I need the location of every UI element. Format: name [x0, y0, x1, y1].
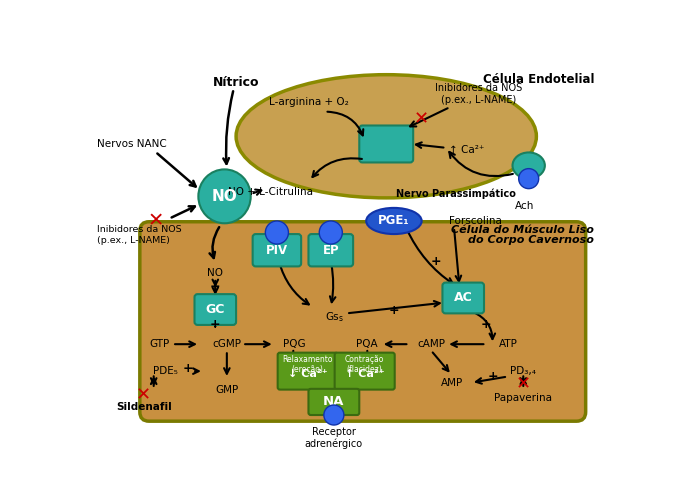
- Text: do Corpo Cavernoso: do Corpo Cavernoso: [468, 235, 594, 245]
- Text: Inibidores da NOS
(p.ex., L-NAME): Inibidores da NOS (p.ex., L-NAME): [435, 83, 522, 105]
- Text: cGMP: cGMP: [212, 339, 241, 349]
- Ellipse shape: [324, 405, 344, 425]
- Text: Papaverina: Papaverina: [494, 393, 552, 403]
- Text: Sildenafil: Sildenafil: [116, 402, 172, 412]
- Text: AC: AC: [454, 291, 472, 304]
- Text: +: +: [210, 319, 220, 331]
- Text: Inibidores da NOS
(p.ex., L-NAME): Inibidores da NOS (p.ex., L-NAME): [98, 225, 182, 245]
- Text: Nervo Parassimpático: Nervo Parassimpático: [396, 189, 516, 199]
- Text: Nervos NANC: Nervos NANC: [98, 139, 167, 149]
- Text: cAMP: cAMP: [417, 339, 445, 349]
- Text: NO + L-Citrulina: NO + L-Citrulina: [228, 187, 313, 197]
- Text: +: +: [481, 319, 491, 331]
- Text: Ach: Ach: [515, 201, 534, 210]
- FancyBboxPatch shape: [359, 125, 413, 163]
- FancyBboxPatch shape: [253, 234, 301, 266]
- Ellipse shape: [266, 221, 288, 244]
- Text: EP: EP: [322, 244, 339, 257]
- Text: ↑ Ca²⁺: ↑ Ca²⁺: [345, 369, 384, 379]
- Ellipse shape: [512, 153, 545, 179]
- Text: PQA: PQA: [356, 339, 378, 349]
- Text: Gs: Gs: [326, 312, 339, 322]
- Text: ✕: ✕: [136, 387, 151, 405]
- Text: NO: NO: [208, 268, 223, 278]
- Text: +: +: [183, 362, 193, 375]
- Text: +: +: [487, 370, 498, 383]
- FancyBboxPatch shape: [195, 294, 236, 325]
- Ellipse shape: [236, 75, 537, 198]
- Text: Nítrico: Nítrico: [213, 76, 259, 89]
- FancyBboxPatch shape: [278, 353, 338, 390]
- Text: ✕: ✕: [413, 110, 429, 128]
- Text: s: s: [338, 314, 342, 323]
- Text: AMP: AMP: [441, 378, 463, 388]
- FancyBboxPatch shape: [309, 234, 353, 266]
- Text: Relaxamento
(ereção): Relaxamento (ereção): [282, 355, 333, 374]
- Text: ✕: ✕: [147, 211, 163, 231]
- Text: PIV: PIV: [266, 244, 288, 257]
- Text: Célula Endotelial: Célula Endotelial: [483, 73, 594, 86]
- FancyBboxPatch shape: [442, 283, 484, 313]
- Text: GTP: GTP: [149, 339, 169, 349]
- Text: Forscolina: Forscolina: [450, 216, 502, 226]
- Text: GMP: GMP: [215, 385, 239, 395]
- Text: ↓ Ca²⁺: ↓ Ca²⁺: [288, 369, 328, 379]
- Ellipse shape: [366, 208, 422, 234]
- Text: ↑ Ca²⁺: ↑ Ca²⁺: [450, 145, 485, 155]
- Text: +: +: [389, 304, 399, 317]
- Text: Receptor
adrenérgico: Receptor adrenérgico: [305, 427, 363, 449]
- Text: L-arginina + O₂: L-arginina + O₂: [270, 97, 349, 107]
- FancyBboxPatch shape: [309, 389, 359, 415]
- Text: Contração
(flacidez): Contração (flacidez): [345, 355, 384, 374]
- Text: ATP: ATP: [499, 339, 518, 349]
- Text: NA: NA: [324, 395, 344, 409]
- Text: PD₃,₄: PD₃,₄: [510, 366, 537, 376]
- FancyBboxPatch shape: [335, 353, 395, 390]
- Text: +: +: [210, 280, 220, 293]
- Text: Célula do Músculo Liso: Célula do Músculo Liso: [452, 225, 594, 235]
- Text: GC: GC: [206, 303, 225, 316]
- Ellipse shape: [198, 169, 251, 223]
- Text: NO: NO: [212, 189, 237, 204]
- Text: PDE₅: PDE₅: [153, 366, 178, 376]
- Text: PGE₁: PGE₁: [378, 214, 410, 227]
- Text: +: +: [431, 254, 441, 268]
- Text: ✕: ✕: [516, 375, 531, 393]
- Text: PQG: PQG: [282, 339, 305, 349]
- Ellipse shape: [519, 168, 539, 189]
- FancyBboxPatch shape: [140, 222, 586, 421]
- Ellipse shape: [319, 221, 342, 244]
